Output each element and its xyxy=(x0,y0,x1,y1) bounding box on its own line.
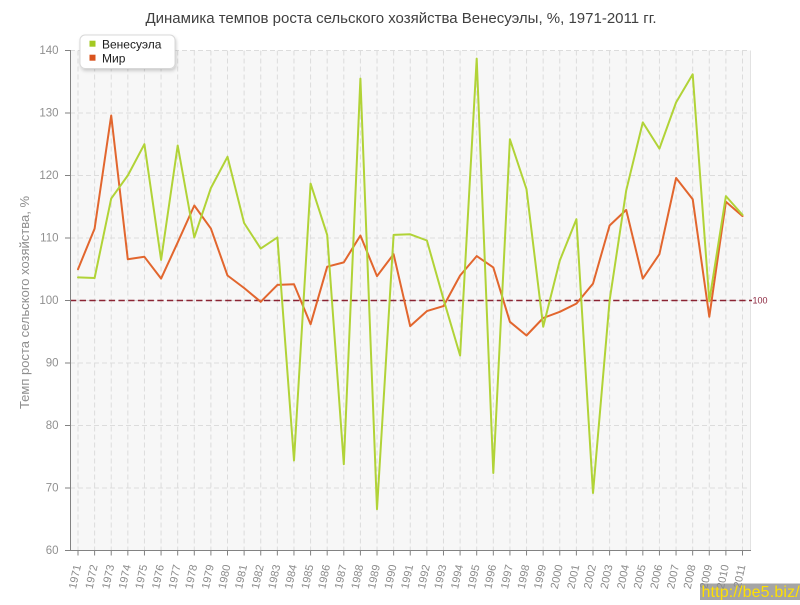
svg-text:90: 90 xyxy=(46,358,59,370)
svg-text:100: 100 xyxy=(753,296,768,306)
svg-text:70: 70 xyxy=(46,483,59,495)
svg-text:http://be5.biz/: http://be5.biz/ xyxy=(702,584,800,600)
svg-text:Темп роста сельского хозяйства: Темп роста сельского хозяйства, % xyxy=(17,196,32,410)
svg-text:Венесуэла: Венесуэла xyxy=(102,38,162,52)
svg-text:80: 80 xyxy=(46,420,59,432)
svg-text:100: 100 xyxy=(39,295,58,307)
svg-text:120: 120 xyxy=(39,170,58,182)
svg-text:60: 60 xyxy=(46,545,59,557)
svg-text:Мир: Мир xyxy=(102,52,126,66)
svg-text:110: 110 xyxy=(40,233,58,245)
svg-text:140: 140 xyxy=(39,45,58,57)
svg-text:130: 130 xyxy=(39,108,58,120)
svg-text:Динамика темпов роста сельског: Динамика темпов роста сельского хозяйств… xyxy=(145,10,656,27)
